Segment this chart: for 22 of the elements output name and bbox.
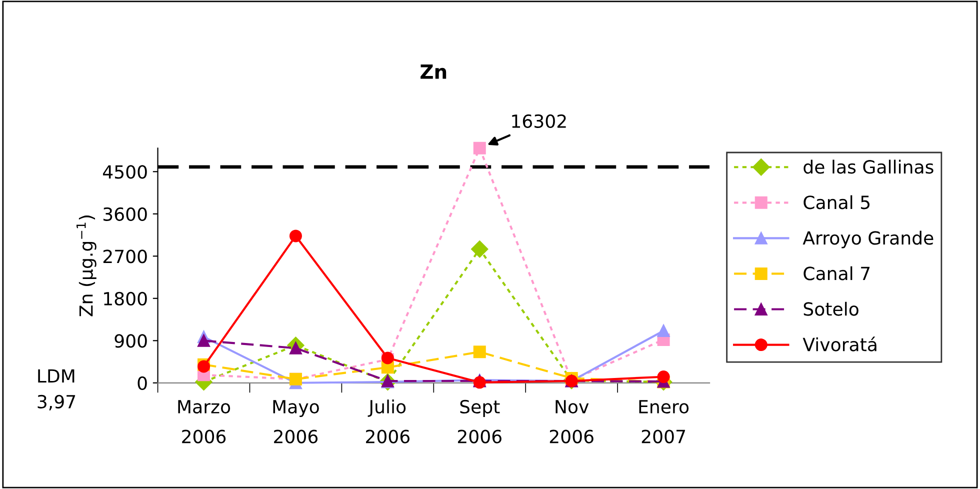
annotation: 16302 [512, 114, 566, 128]
x-tick-label: Nov 2006 [550, 400, 594, 444]
legend-label: Vivoratá [802, 336, 876, 352]
legend-label: Sotelo [804, 302, 858, 316]
legend-label: Canal 7 [804, 266, 870, 280]
y-tick-label: 3600 [103, 207, 147, 222]
chart-title: Zn [420, 64, 446, 79]
x-tick-label: Mayo 2006 [273, 400, 319, 444]
y-tick-label: 900 [114, 334, 147, 348]
x-tick-label: Marzo 2006 [178, 400, 230, 444]
y-axis-title: Zn (μg.g$^{−1}$) [76, 216, 96, 316]
x-tick-label: Enero 2007 [639, 400, 689, 444]
y-tick-label: 1800 [104, 292, 147, 306]
text: LDM 3,97 [38, 369, 76, 410]
x-tick-label: Julio 2006 [366, 400, 410, 444]
y-tick-label: 2700 [103, 250, 147, 264]
x-tick-label: Sept 2006 [458, 400, 502, 444]
legend-label: de las Gallinas [804, 160, 934, 174]
legend-label: Canal 5 [804, 195, 870, 210]
y-tick-label: 4500 [102, 165, 147, 179]
legend-label: Arroyo Grande [802, 230, 934, 248]
y-tick-label: 0 [138, 376, 147, 390]
